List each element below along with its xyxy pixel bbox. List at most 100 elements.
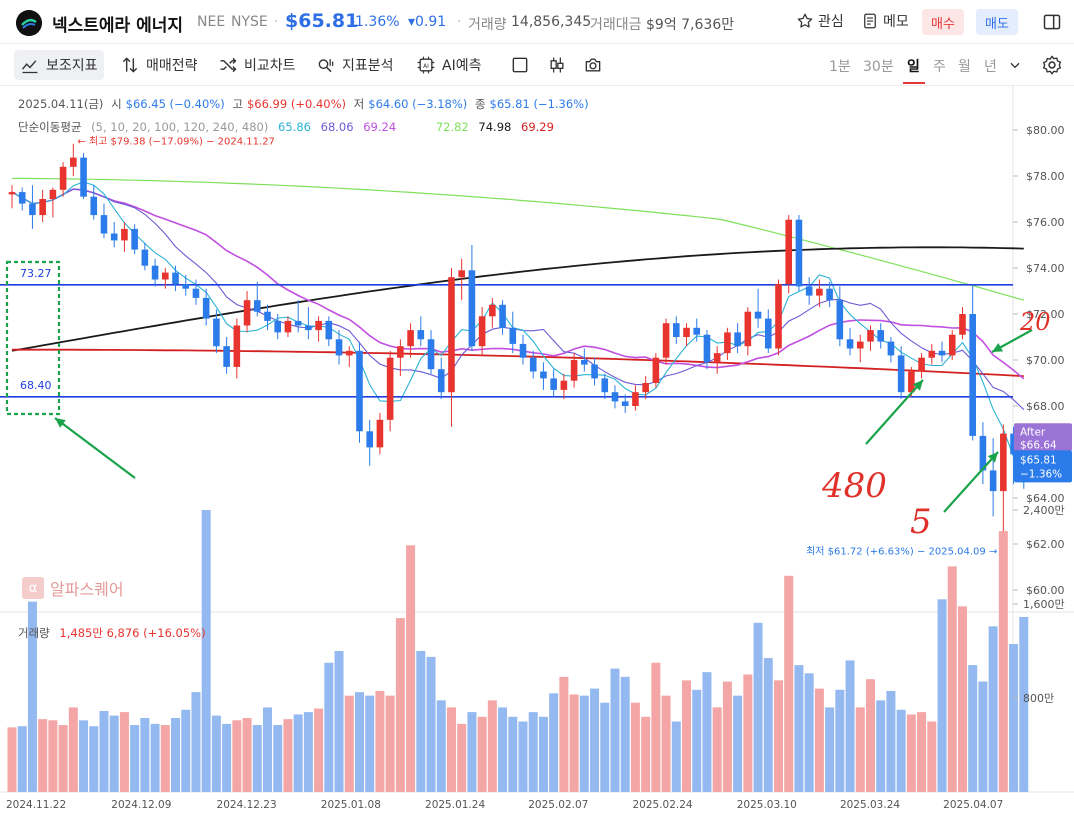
x-axis-tick-label: 2025.03.24: [840, 799, 900, 811]
candle-body: [683, 327, 690, 337]
indicator-button[interactable]: 보조지표: [14, 50, 104, 80]
candle-body: [632, 392, 639, 406]
candle-body: [754, 311, 762, 319]
volume-bar: [559, 676, 569, 792]
side-panel-icon[interactable]: [1042, 12, 1062, 32]
volume-bar: [835, 689, 845, 792]
horizontal-line-label: 73.27: [20, 267, 52, 280]
volume-bar: [130, 725, 140, 792]
candle-body: [18, 192, 26, 204]
candle-body: [959, 314, 966, 335]
candle-body: [458, 270, 465, 278]
candle-body: [795, 219, 803, 287]
separator-dot: ·: [274, 14, 279, 30]
change-percent: -1.36%: [350, 14, 400, 30]
annotation-arrow-480-head: [912, 380, 923, 391]
exchange-name: NYSE: [231, 14, 268, 30]
timeframe-week[interactable]: 주: [933, 59, 946, 75]
analysis-button[interactable]: 지표분석: [310, 50, 400, 80]
annotation-arrow-480: [865, 379, 924, 445]
close-value: $65.81 (−1.36%): [489, 97, 589, 111]
compare-label: 비교차트: [244, 58, 296, 74]
candle-body: [570, 360, 578, 381]
volume-bar: [671, 721, 681, 792]
shuffle-icon: [220, 57, 237, 73]
candle-body: [345, 350, 353, 356]
buy-button[interactable]: 매수: [922, 9, 964, 35]
candle-body: [202, 297, 210, 319]
compare-button[interactable]: 비교차트: [212, 50, 302, 80]
candle-body: [928, 350, 936, 358]
candle-body: [437, 369, 445, 393]
timeframe-1min[interactable]: 1분: [829, 59, 851, 75]
chevron-down-icon[interactable]: [1008, 58, 1022, 72]
timeframe-30min[interactable]: 30분: [863, 59, 894, 75]
candle-body: [59, 166, 67, 190]
sell-button[interactable]: 매도: [976, 9, 1018, 35]
close-label: 종: [474, 97, 486, 111]
camera-icon: [585, 58, 601, 72]
candle-body: [846, 339, 854, 349]
candle-body: [151, 265, 159, 280]
y-axis-tick-label: $68.00: [1026, 400, 1065, 413]
volume-bar: [160, 725, 170, 792]
ma120-value: 74.98: [478, 120, 512, 134]
volume-bar: [150, 723, 160, 792]
candle-body: [264, 311, 271, 321]
volume-bar: [712, 707, 722, 792]
candle-body: [192, 288, 200, 298]
memo-button[interactable]: 메모: [861, 11, 909, 31]
volume-bar: [27, 601, 37, 792]
candle-body: [427, 339, 435, 370]
volume-axis-tick-label: 800만: [1023, 692, 1054, 705]
candle-body: [540, 371, 547, 379]
volume-bar: [733, 695, 743, 792]
chart-type-square-button[interactable]: [504, 50, 536, 80]
screenshot-button[interactable]: [577, 50, 609, 80]
y-axis-tick-label: $60.00: [1026, 584, 1065, 597]
change-amount: ▾0.91: [408, 14, 447, 30]
volume-bar: [58, 725, 68, 792]
watchlist-label: 관심: [818, 14, 844, 30]
volume-bar: [804, 673, 814, 792]
y-axis-tick-label: $64.00: [1026, 492, 1065, 505]
candle-body: [673, 323, 680, 337]
volume-bar: [702, 672, 712, 792]
ma-legend[interactable]: 단순이동평균 (5, 10, 20, 100, 120, 240, 480) 6…: [18, 119, 560, 135]
price-chart[interactable]: $80.00 $78.00 $76.00 $74.00 $72.00 $70.00 $68.…: [0, 86, 1074, 822]
stock-header: 넥스트에라 에너지 NEE NYSE · $65.81 -1.36% ▾0.91…: [0, 0, 1074, 44]
candle-type-button[interactable]: [541, 50, 573, 80]
volume-bar: [406, 545, 416, 792]
candle-body: [315, 320, 322, 331]
volume-bar: [365, 695, 375, 792]
timeframe-month[interactable]: 월: [958, 59, 971, 75]
candlestick-icon: [550, 57, 564, 73]
candle-body: [39, 199, 46, 216]
volume-axis-tick-label: 2,400만: [1023, 504, 1065, 517]
square-icon: [512, 57, 528, 73]
ma120-line: [11, 246, 1024, 352]
volume-bar: [784, 575, 794, 792]
volume-bar: [957, 606, 967, 792]
candle-body: [713, 353, 721, 363]
low-label: 저: [353, 97, 365, 111]
strategy-button[interactable]: 매매전략: [114, 50, 204, 80]
candle-body: [560, 380, 568, 390]
candle-body: [1010, 433, 1017, 455]
gear-icon[interactable]: [1041, 54, 1063, 76]
after-label: After: [1020, 426, 1046, 438]
ma-label: 단순이동평균: [18, 120, 82, 134]
timeframe-year[interactable]: 년: [984, 59, 997, 75]
strategy-label: 매매전략: [146, 58, 198, 74]
volume-bar: [457, 723, 467, 792]
volume-bar: [508, 716, 518, 792]
candle-body: [989, 470, 997, 492]
volume-bar: [375, 690, 385, 792]
watchlist-button[interactable]: 관심: [796, 11, 844, 31]
candle-body: [356, 350, 363, 432]
legend-date: 2025.04.11(금): [18, 97, 104, 111]
timeframe-day[interactable]: 일: [907, 59, 920, 75]
candle-body: [662, 323, 670, 358]
ai-predict-button[interactable]: AI AI예측: [410, 50, 487, 80]
volume-bar: [446, 707, 456, 792]
